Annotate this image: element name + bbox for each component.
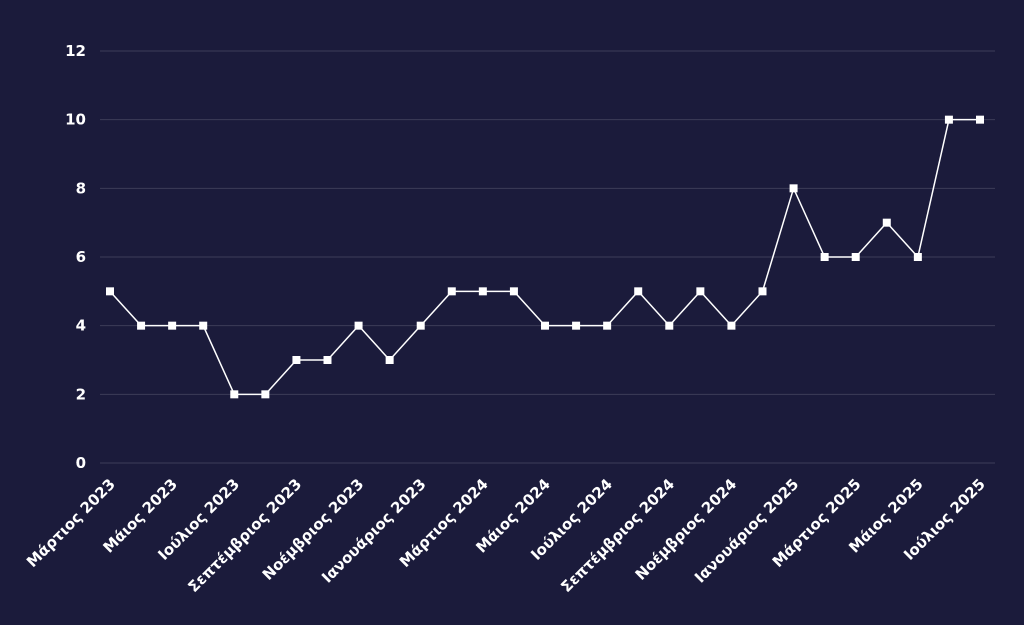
marker bbox=[261, 390, 270, 399]
marker bbox=[758, 287, 767, 296]
marker bbox=[913, 253, 922, 261]
marker bbox=[292, 356, 301, 364]
marker bbox=[851, 253, 860, 261]
y-tick-label: 2 bbox=[76, 385, 86, 403]
marker bbox=[447, 287, 456, 296]
marker bbox=[696, 287, 705, 296]
marker bbox=[541, 321, 549, 330]
marker bbox=[882, 218, 891, 227]
marker bbox=[944, 115, 953, 124]
marker bbox=[820, 253, 829, 261]
marker bbox=[789, 184, 798, 193]
y-tick-label: 4 bbox=[76, 317, 86, 335]
marker bbox=[727, 321, 736, 330]
marker bbox=[478, 287, 487, 296]
y-tick-label: 10 bbox=[65, 111, 86, 129]
marker bbox=[665, 321, 674, 330]
marker bbox=[634, 287, 643, 296]
x-tick-label: Ιανουάριος 2023 bbox=[318, 475, 429, 586]
y-tick-label: 12 bbox=[65, 42, 86, 60]
x-tick-label: Σεπτέμβριος 2024 bbox=[557, 475, 678, 596]
x-tick-label: Σεπτέμβριος 2023 bbox=[184, 475, 305, 596]
marker bbox=[509, 287, 518, 296]
marker bbox=[230, 390, 239, 399]
marker bbox=[354, 321, 363, 330]
x-tick-label: Ιανουάριος 2025 bbox=[691, 475, 802, 586]
marker bbox=[137, 321, 146, 330]
marker bbox=[323, 356, 332, 364]
marker bbox=[106, 287, 114, 296]
marker bbox=[976, 115, 984, 124]
marker bbox=[572, 321, 581, 330]
marker bbox=[168, 321, 177, 330]
marker bbox=[416, 321, 425, 330]
marker bbox=[199, 321, 208, 330]
y-tick-label: 8 bbox=[76, 179, 86, 197]
y-tick-label: 0 bbox=[76, 454, 86, 472]
x-tick-label: Μάρτιος 2023 bbox=[23, 475, 119, 571]
marker bbox=[603, 321, 612, 330]
marker bbox=[385, 356, 394, 364]
y-tick-label: 6 bbox=[76, 248, 86, 266]
